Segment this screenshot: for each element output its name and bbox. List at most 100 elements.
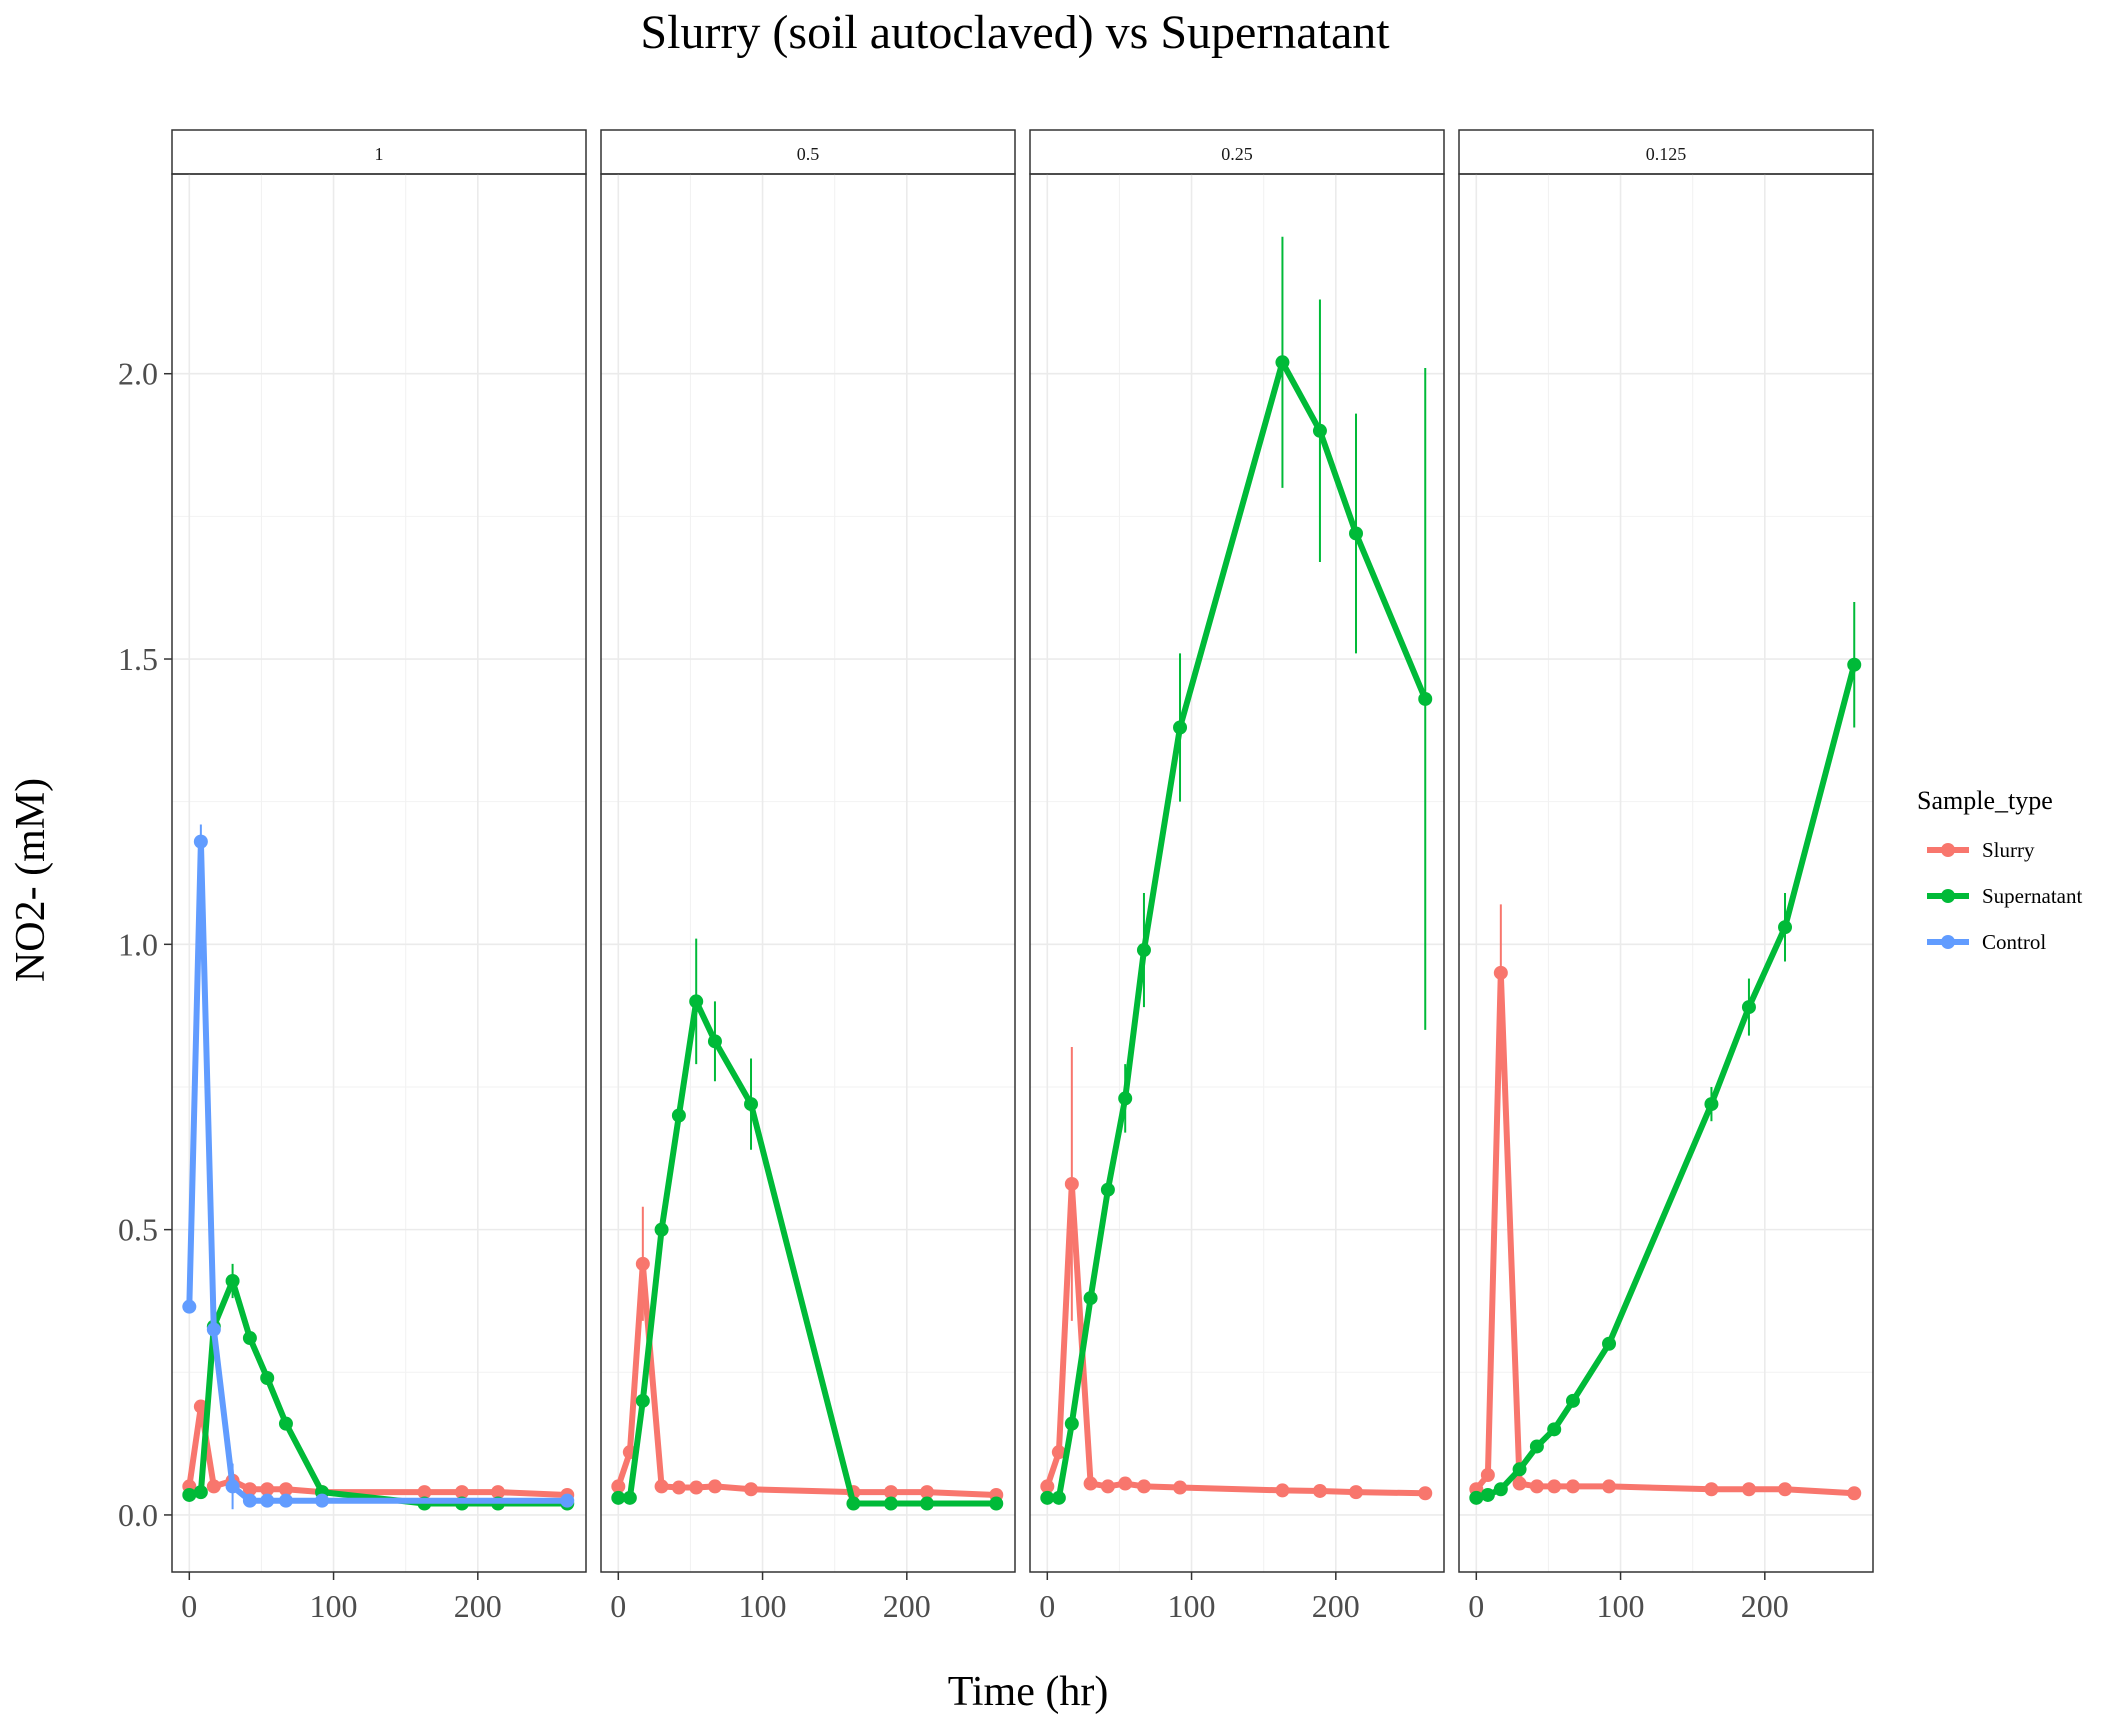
facet-strip-label-0-25: 0.25	[1221, 144, 1253, 164]
facet-strip-0-5	[600, 129, 1016, 175]
data-point-supernatant	[1547, 1422, 1562, 1437]
data-point-slurry	[1100, 1479, 1115, 1494]
data-point-slurry	[611, 1479, 626, 1494]
data-point-slurry	[1847, 1486, 1862, 1501]
data-point-slurry	[920, 1485, 935, 1500]
data-point-supernatant	[242, 1331, 257, 1346]
data-point-supernatant	[671, 1108, 686, 1123]
legend-label-slurry: Slurry	[1982, 838, 2035, 862]
data-point-slurry	[1547, 1479, 1562, 1494]
data-point-slurry	[1312, 1483, 1327, 1498]
data-point-supernatant	[920, 1496, 935, 1511]
data-point-slurry	[242, 1482, 257, 1497]
data-point-supernatant	[622, 1490, 637, 1505]
data-point-supernatant	[635, 1393, 650, 1408]
data-point-control	[278, 1493, 293, 1508]
data-point-supernatant	[1418, 691, 1433, 706]
data-point-supernatant	[1512, 1462, 1527, 1477]
data-point-slurry	[278, 1482, 293, 1497]
x-tick-label: 0	[610, 1588, 626, 1624]
data-point-slurry	[1741, 1482, 1756, 1497]
data-point-supernatant	[611, 1490, 626, 1505]
data-point-control	[242, 1493, 257, 1508]
data-point-slurry	[454, 1485, 469, 1500]
data-point-supernatant	[1704, 1097, 1719, 1112]
legend-key-point-control	[1941, 935, 1955, 949]
facet-strip-1	[171, 129, 587, 175]
data-point-slurry	[1349, 1485, 1364, 1500]
data-point-supernatant	[193, 1485, 208, 1500]
y-tick-label: 0.0	[118, 1497, 158, 1533]
data-point-supernatant	[1312, 423, 1327, 438]
series-line-slurry-0-5	[615, 1260, 1000, 1498]
data-point-control	[260, 1493, 275, 1508]
legend-label-supernatant: Supernatant	[1982, 884, 2082, 908]
x-tick-label: 100	[1597, 1588, 1645, 1624]
facet-panels: 1 0 100 200 0.5 0 100 200 0.25 0 100 200 0.125 0 100 20…	[118, 129, 1874, 1624]
data-point-slurry	[1173, 1480, 1188, 1495]
data-point-slurry	[417, 1485, 432, 1500]
data-point-slurry	[1778, 1482, 1793, 1497]
x-axis-label: Time (hr)	[948, 1669, 1109, 1715]
y-axis-label: NO2- (mM)	[8, 778, 54, 982]
data-point-supernatant	[278, 1416, 293, 1431]
data-point-slurry	[1512, 1476, 1527, 1491]
data-point-slurry	[689, 1480, 704, 1495]
y-tick-label: 0.5	[118, 1212, 158, 1248]
x-tick-label: 200	[1741, 1588, 1789, 1624]
data-point-supernatant	[846, 1496, 861, 1511]
data-point-supernatant	[1349, 526, 1364, 541]
data-point-slurry	[260, 1482, 275, 1497]
data-point-slurry	[1418, 1486, 1433, 1501]
data-point-supernatant	[1136, 943, 1151, 958]
x-tick-label: 0	[1468, 1588, 1484, 1624]
data-point-slurry	[883, 1485, 898, 1500]
facet-strip-0-25	[1029, 129, 1445, 175]
data-point-slurry	[654, 1479, 669, 1494]
panel-border-0-125	[1458, 173, 1874, 1573]
x-tick-label: 0	[181, 1588, 197, 1624]
series-line-control-1	[186, 838, 571, 1504]
chart-title: Slurry (soil autoclaved) vs Supernatant	[640, 6, 1390, 59]
data-point-control	[225, 1479, 240, 1494]
data-point-supernatant	[1565, 1393, 1580, 1408]
data-point-supernatant	[654, 1222, 669, 1237]
legend-key-point-slurry	[1941, 843, 1955, 857]
data-point-supernatant	[1778, 920, 1793, 935]
data-point-supernatant	[744, 1097, 759, 1112]
series-line-supernatant-0-5	[615, 998, 1000, 1507]
data-point-slurry	[1704, 1482, 1719, 1497]
facet-strip-label-1: 1	[375, 144, 384, 164]
x-tick-label: 200	[454, 1588, 502, 1624]
data-point-slurry	[1602, 1479, 1617, 1494]
data-point-supernatant	[989, 1496, 1004, 1511]
x-tick-label: 100	[1168, 1588, 1216, 1624]
panel-border-0-5	[600, 173, 1016, 1573]
data-point-slurry	[1480, 1467, 1495, 1482]
data-point-supernatant	[1083, 1291, 1098, 1306]
facet-strip-label-0-5: 0.5	[797, 144, 820, 164]
data-point-slurry	[1064, 1176, 1079, 1191]
data-point-supernatant	[1480, 1487, 1495, 1502]
series-line-supernatant-0-125	[1473, 661, 1858, 1501]
data-point-supernatant	[1051, 1490, 1066, 1505]
data-point-slurry	[1040, 1479, 1055, 1494]
data-point-supernatant	[1100, 1182, 1115, 1197]
data-point-slurry	[1565, 1479, 1580, 1494]
data-point-supernatant	[1847, 657, 1862, 672]
series-line-slurry-1	[186, 1403, 571, 1498]
data-point-slurry	[671, 1480, 686, 1495]
series-line-supernatant-0-25	[1044, 359, 1429, 1501]
data-point-supernatant	[883, 1496, 898, 1511]
data-point-slurry	[707, 1479, 722, 1494]
data-point-control	[315, 1493, 330, 1508]
data-point-slurry	[1529, 1479, 1544, 1494]
data-point-slurry	[1051, 1445, 1066, 1460]
data-point-supernatant	[1064, 1416, 1079, 1431]
data-point-control	[560, 1493, 575, 1508]
x-tick-label: 100	[310, 1588, 358, 1624]
legend-key-point-supernatant	[1941, 889, 1955, 903]
panel-border-1	[171, 173, 587, 1573]
x-tick-label: 0	[1039, 1588, 1055, 1624]
